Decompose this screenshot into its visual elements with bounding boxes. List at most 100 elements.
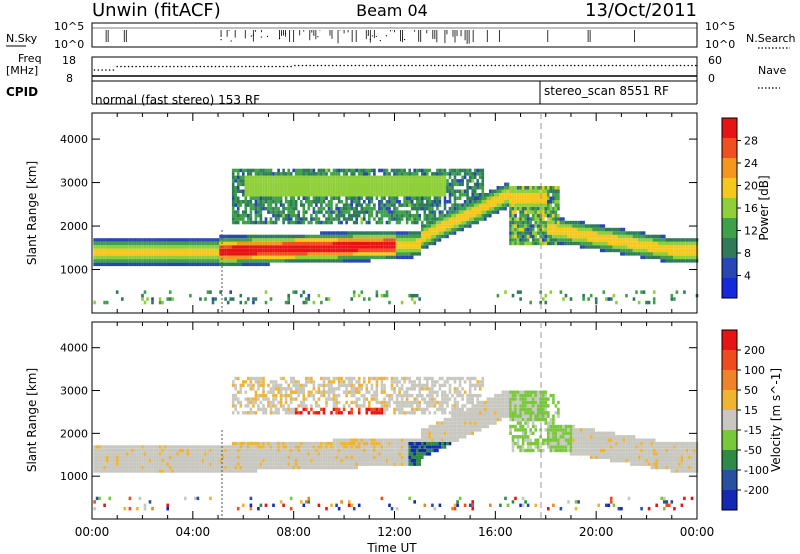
power-cell [526,238,530,242]
power-cell [153,252,157,256]
power-cell [418,186,421,190]
power-cell [542,213,545,218]
power-cell [199,238,202,242]
power-cell [433,179,437,183]
power-cell [360,245,364,249]
power-cell [252,248,255,253]
power-cell [294,206,298,211]
velocity-cell [327,380,331,384]
power-cell [219,238,222,242]
power-cell [327,297,331,301]
power-cell [327,259,331,263]
power-cell [184,255,187,260]
power-cell [355,203,358,207]
power-cell [357,231,361,235]
velocity-cell [234,404,237,408]
nave-dot [290,65,292,68]
power-cell [514,234,517,239]
velocity-cell [310,393,313,398]
power-cell [234,200,237,204]
power-cell [320,182,323,187]
velocity-cell [95,448,99,453]
power-cell [514,231,517,235]
power-cell [511,189,515,193]
power-cell [98,238,101,242]
power-cell [547,200,550,204]
power-cell [378,189,381,193]
velocity-cell [128,465,132,470]
power-cell [582,297,585,301]
power-cell [531,206,535,211]
power-cell [478,213,482,218]
power-cell [526,203,530,207]
velocity-cell [317,411,321,415]
power-cell [473,210,477,214]
power-cell [388,213,391,218]
power-cell [415,234,419,239]
power-cell [448,182,452,187]
power-cell [287,186,290,190]
power-cell [312,182,316,187]
power-cell [297,238,300,242]
power-cell [267,241,270,246]
power-cell [158,238,162,242]
power-cell [471,210,474,214]
power-cell [340,234,343,239]
power-cell [262,259,265,263]
velocity-cell [252,411,255,415]
power-cell [141,238,144,242]
power-cell [289,252,293,256]
power-cell [441,224,444,228]
power-cell [138,241,142,246]
power-cell [148,255,152,260]
power-cell [340,182,343,187]
power-cell [315,189,318,193]
power-cell [554,234,558,239]
power-cell [647,238,651,242]
power-cell [307,259,311,263]
power-cell [138,238,142,242]
velocity-cell [305,459,308,463]
power-cell [279,186,283,190]
power-cell [627,238,631,242]
power-cell [317,234,321,239]
velocity-cell [249,376,253,381]
power-cell [365,210,369,214]
power-cell [473,220,477,225]
power-cell [201,262,205,267]
power-cell [221,248,225,253]
velocity-cell [224,462,227,466]
velocity-cell [138,459,142,463]
power-cell [390,255,394,260]
power-cell [221,234,225,239]
power-cell [655,248,658,253]
power-cell [289,213,293,218]
velocity-cell [340,445,343,449]
power-cell [282,220,285,225]
power-cell [352,168,356,173]
power-cell [239,293,243,298]
power-cell [231,175,235,180]
power-cell [466,182,469,187]
power-cell [645,248,648,253]
power-cell [453,175,457,180]
power-cell [247,168,250,173]
power-cell [531,227,535,232]
power-cell [284,213,288,218]
velocity-cell [214,445,217,449]
power-cell [509,234,512,239]
power-cell [610,231,613,235]
power-cell [552,189,555,193]
power-cell [448,213,452,218]
velocity-cell [335,393,338,398]
power-cell [403,213,406,218]
power-cell [269,179,273,183]
power-cell [259,189,263,193]
power-cell [415,217,419,221]
power-cell [627,248,631,253]
power-cell [557,196,560,200]
power-cell [284,206,288,211]
power-cell [337,259,341,263]
velocity-cell [257,393,260,398]
power-cell [431,227,434,232]
